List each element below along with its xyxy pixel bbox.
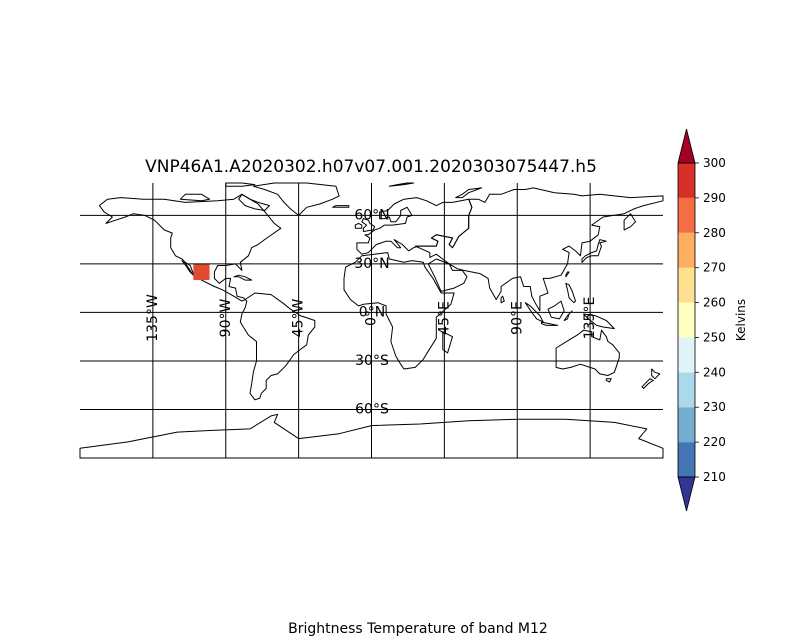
lon-label: 90°W: [218, 299, 234, 338]
coastline-svalbard: [388, 182, 415, 187]
colorbar-segment: [678, 407, 695, 443]
coastline-asia: [414, 187, 664, 312]
lat-label: 60°S: [355, 401, 389, 417]
colorbar: 210 220 230 240 250 260 270 280 290 300: [677, 128, 726, 512]
colorbar-frame: [677, 162, 696, 478]
colorbar-segment: [678, 197, 695, 233]
coastline-arabia: [427, 258, 468, 292]
colorbar-segment: [678, 232, 695, 268]
coastline-novaya-zemlya: [455, 187, 483, 199]
lon-label: 135°E: [582, 297, 598, 340]
colorbar-tick-label: 220: [703, 435, 726, 449]
colorbar-over-triangle: [677, 128, 696, 164]
colorbar-tick-label: 210: [703, 470, 726, 484]
coastline-philippines: [565, 282, 576, 304]
coastline-north-america: [98, 193, 282, 302]
colorbar-tick-label: 290: [703, 191, 726, 205]
coastline-tasmania: [605, 378, 612, 383]
coastline-south-america: [239, 292, 316, 401]
colorbar-tick-label: 260: [703, 296, 726, 310]
lat-label: 30°N: [354, 256, 389, 272]
lat-label: 30°S: [355, 353, 389, 369]
colorbar-under-triangle: [677, 476, 696, 512]
coastline-antarctica: [79, 413, 664, 459]
lon-label: 45°W: [291, 299, 307, 338]
lon-label: 90°E: [509, 301, 525, 335]
coastline-taiwan: [565, 271, 570, 278]
coastline-madagascar: [442, 331, 453, 354]
colorbar-tick-label: 270: [703, 261, 726, 275]
colorbar-tick-label: 280: [703, 226, 726, 240]
coastline-victoria-island: [179, 193, 211, 202]
coastline-great-britain: [361, 218, 376, 232]
colorbar-tick-label: 300: [703, 156, 726, 170]
colorbar-segment: [678, 337, 695, 373]
colorbar-segment: [678, 163, 695, 198]
data-tile: [193, 263, 210, 281]
data-tile-layer: [193, 263, 210, 281]
coastline-cuba: [233, 274, 253, 281]
colorbar-label: Kelvins: [734, 299, 748, 341]
colorbar-segment: [678, 372, 695, 408]
coastline-greenland: [252, 182, 340, 216]
lon-label: 45°E: [436, 301, 452, 335]
coastline-iceland: [332, 205, 350, 208]
coastline-africa: [343, 252, 455, 370]
coastline-ireland: [354, 222, 363, 229]
lon-label: 135°W: [145, 294, 161, 342]
lat-label: 60°N: [354, 207, 389, 223]
lon-label: 0°: [364, 310, 380, 326]
coastline-new-zealand-south: [641, 378, 654, 389]
coastline-australia: [555, 329, 620, 376]
lat-label: 0°N: [359, 304, 385, 320]
map-title: VNP46A1.A2020302.h07v07.001.202030307544…: [145, 157, 597, 177]
coastline-europe: [356, 197, 473, 255]
coastline-borneo: [547, 300, 565, 320]
coastline-sri-lanka: [500, 295, 505, 304]
coastline-java: [541, 321, 559, 326]
graticule-layer: [80, 183, 663, 458]
coastline-kamchatka: [623, 213, 636, 231]
colorbar-segment: [678, 267, 695, 303]
colorbar-segment: [678, 442, 695, 477]
coastline-new-zealand-north: [651, 368, 661, 380]
colorbar-tick-label: 240: [703, 365, 726, 379]
continents-layer: [79, 182, 664, 459]
colorbar-tick-label: 250: [703, 330, 726, 344]
coastline-japan: [581, 239, 607, 263]
colorbar-tick-label: 230: [703, 400, 726, 414]
graticule-labels: 135°W 90°W 45°W 0° 45°E 90°E 135°E 60°N 30°N 0°N 3…: [145, 207, 598, 417]
colorbar-segment: [678, 302, 695, 338]
coastline-baffin-island: [238, 193, 270, 211]
map-panel: 135°W 90°W 45°W 0° 45°E 90°E 135°E 60°N 30°N 0°N 3…: [79, 182, 664, 459]
figure-caption: Brightness Temperature of band M12: [288, 621, 548, 637]
